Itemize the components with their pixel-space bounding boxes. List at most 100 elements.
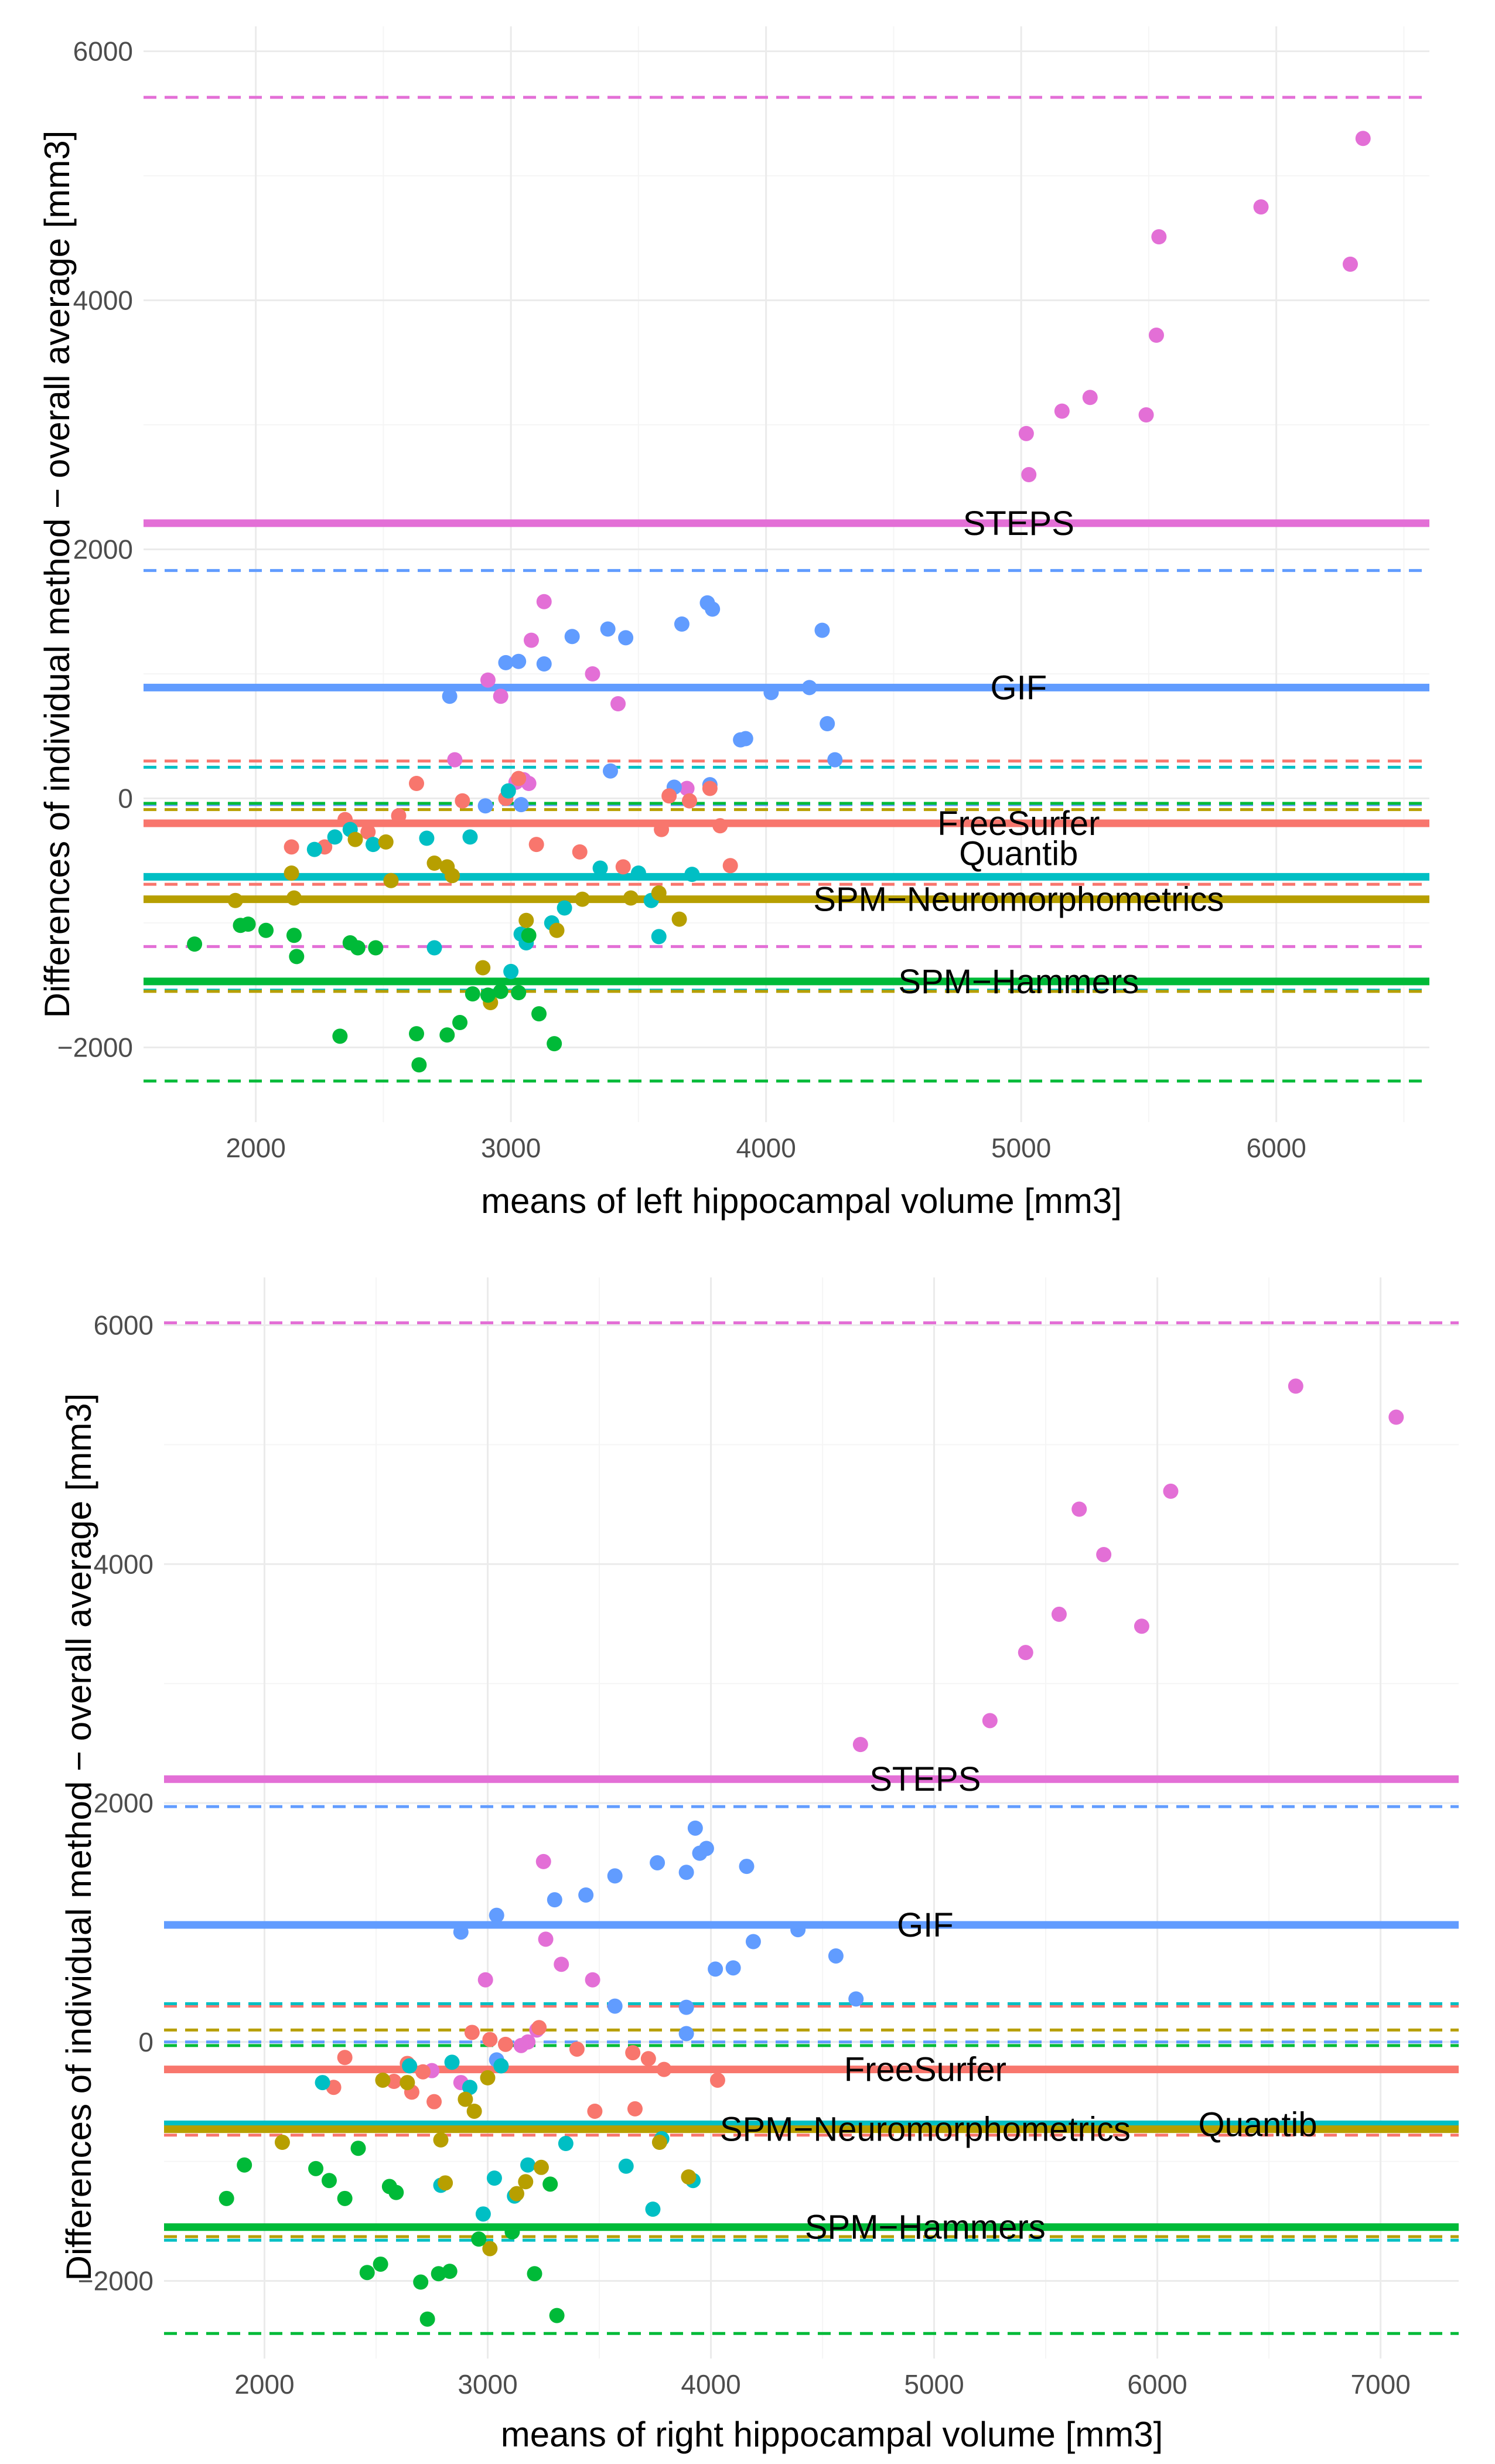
freesurfer-point <box>615 859 631 875</box>
steps-point <box>1051 1606 1067 1622</box>
gif-point <box>602 763 618 779</box>
gif-point <box>453 1924 469 1940</box>
quantib-label: Quantib <box>959 834 1078 873</box>
gif-point <box>650 1855 665 1870</box>
freesurfer-point <box>464 2025 480 2040</box>
spm-neuromorphometrics-point <box>383 873 399 888</box>
freesurfer-point <box>497 2036 513 2052</box>
spm-neuromorphometrics-point <box>438 2175 453 2191</box>
x-tick-label: 7000 <box>1350 2369 1410 2400</box>
x-tick-label: 4000 <box>681 2369 740 2400</box>
steps-point <box>1388 1409 1404 1425</box>
freesurfer-point <box>712 818 728 834</box>
gif-point <box>513 797 529 813</box>
spm-neuromorphometrics-point <box>400 2075 415 2091</box>
spm-hammers-point <box>350 2141 366 2156</box>
spm-neuromorphometrics-point <box>518 2174 534 2190</box>
spm-hammers-point <box>493 983 508 999</box>
gif-point <box>547 1892 562 1908</box>
spm-hammers-point <box>442 2264 458 2279</box>
spm-hammers-point <box>465 986 480 1002</box>
quantib-point <box>557 900 572 916</box>
steps-point <box>679 781 695 796</box>
freesurfer-label: FreeSurfer <box>937 805 1100 843</box>
y-tick-label: −2000 <box>57 1032 133 1063</box>
gif-point <box>607 1998 623 2014</box>
gif-point <box>442 689 458 704</box>
y-tick-label: −2000 <box>78 2265 153 2296</box>
quantib-point <box>402 2058 418 2074</box>
y-tick-label: 6000 <box>73 36 133 67</box>
spm-neuromorphometrics-point <box>549 922 565 938</box>
y-axis-title: Differences of individual method − overa… <box>37 131 77 1018</box>
spm-neuromorphometrics-point <box>623 890 639 906</box>
freesurfer-point <box>587 2103 603 2119</box>
quantib-point <box>315 2075 330 2091</box>
quantib-point <box>558 2136 574 2152</box>
freesurfer-point <box>702 781 718 796</box>
gif-point <box>725 1960 741 1976</box>
data-points <box>187 131 1371 1073</box>
steps-point <box>493 689 508 704</box>
spm-neuromorphometrics-point <box>651 885 667 901</box>
spm-neuromorphometrics-point <box>284 865 299 881</box>
gif-point <box>820 716 835 731</box>
steps-label: STEPS <box>963 505 1074 543</box>
steps-point <box>1054 403 1070 419</box>
spm-hammers-point <box>289 949 305 965</box>
quantib-point <box>426 940 442 956</box>
steps-point <box>1021 467 1037 482</box>
gif-point <box>738 731 753 747</box>
gif-point <box>763 684 779 700</box>
spm-neuromorphometrics-point <box>466 2103 482 2119</box>
spm-neuromorphometrics-point <box>378 834 394 850</box>
quantib-point <box>419 830 435 846</box>
gif-point <box>511 653 527 669</box>
gif-point <box>848 1991 864 2007</box>
x-tick-label: 2000 <box>234 2369 294 2400</box>
freesurfer-point <box>531 2020 547 2036</box>
quantib-point <box>475 2206 491 2222</box>
limit-lines <box>164 1321 1459 2335</box>
spm-neuromorphometrics-point <box>482 2241 498 2257</box>
spm-hammers-point <box>308 2160 324 2176</box>
freesurfer-point <box>528 837 544 853</box>
y-tick-label: 2000 <box>73 534 133 565</box>
y-tick-label: 0 <box>138 2027 153 2057</box>
gif-point <box>678 1999 694 2015</box>
spm-hammers-point <box>547 1036 562 1052</box>
spm-hammers-point <box>527 2266 542 2282</box>
spm-hammers-point <box>240 916 256 932</box>
steps-point <box>852 1737 868 1753</box>
y-tick-label: 2000 <box>94 1788 153 1818</box>
freesurfer-point <box>455 793 470 809</box>
steps-point <box>982 1713 998 1729</box>
mean-lines <box>164 1775 1459 2231</box>
quantib-point <box>503 963 519 979</box>
freesurfer-point <box>682 793 698 809</box>
freesurfer-point <box>337 2050 353 2066</box>
steps-point <box>1148 328 1164 343</box>
gif-point <box>705 601 721 617</box>
spm-neuromorphometrics-label: SPM−Neuromorphometrics <box>813 881 1224 919</box>
steps-point <box>523 632 539 648</box>
gif-point <box>814 622 830 638</box>
y-tick-label: 4000 <box>73 285 133 316</box>
spm-hammers-point <box>504 2224 520 2240</box>
spm-neuromorphometrics-point <box>274 2135 290 2150</box>
x-tick-label: 3000 <box>458 2369 517 2400</box>
freesurfer-point <box>409 776 425 791</box>
gif-point <box>618 630 634 646</box>
steps-point <box>585 1972 600 1988</box>
spm-hammers-label: SPM−Hammers <box>805 2209 1046 2247</box>
steps-point <box>554 1957 569 1972</box>
gif-point <box>607 1868 623 1884</box>
steps-point <box>538 1931 554 1947</box>
spm-neuromorphometrics-point <box>375 2072 391 2088</box>
steps-point <box>610 696 626 711</box>
y-tick-label: 4000 <box>94 1549 153 1579</box>
steps-point <box>536 594 552 609</box>
spm-hammers-point <box>549 2308 565 2323</box>
